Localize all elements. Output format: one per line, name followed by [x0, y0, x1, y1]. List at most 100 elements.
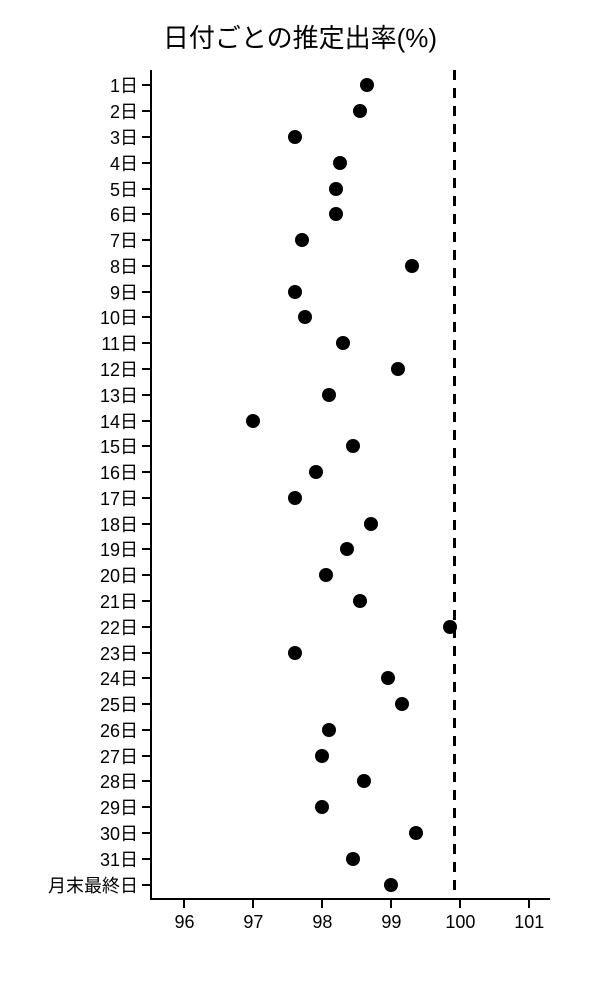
data-point [319, 568, 333, 582]
x-tick [183, 900, 185, 908]
y-tick [142, 265, 150, 267]
y-axis-label: 23日 [100, 640, 138, 666]
y-tick [142, 600, 150, 602]
data-point [288, 285, 302, 299]
data-point [336, 336, 350, 350]
x-axis-label: 96 [174, 912, 194, 933]
chart-container: 日付ごとの推定出率(%) 1日2日3日4日5日6日7日8日9日10日11日12日… [0, 0, 600, 1000]
y-tick [142, 136, 150, 138]
y-axis-label: 19日 [100, 536, 138, 562]
y-tick [142, 110, 150, 112]
y-tick [142, 703, 150, 705]
y-tick [142, 497, 150, 499]
data-point [381, 671, 395, 685]
y-axis [150, 70, 152, 900]
y-axis-label: 24日 [100, 665, 138, 691]
data-point [315, 749, 329, 763]
y-axis-label: 11日 [101, 330, 138, 356]
y-tick [142, 84, 150, 86]
y-tick [142, 832, 150, 834]
x-axis-label: 100 [445, 912, 475, 933]
y-axis-label: 6日 [110, 201, 138, 227]
data-point [395, 697, 409, 711]
x-tick [528, 900, 530, 908]
data-point [409, 826, 423, 840]
y-axis-label: 27日 [100, 743, 138, 769]
y-axis-label: 17日 [100, 485, 138, 511]
y-axis-label: 20日 [100, 562, 138, 588]
y-tick [142, 806, 150, 808]
y-tick [142, 420, 150, 422]
y-axis-label: 31日 [100, 846, 138, 872]
y-axis-label: 13日 [100, 382, 138, 408]
y-tick [142, 291, 150, 293]
data-point [295, 233, 309, 247]
data-point [333, 156, 347, 170]
data-point [353, 594, 367, 608]
y-axis-label: 16日 [100, 459, 138, 485]
x-axis-label: 97 [243, 912, 263, 933]
y-tick [142, 188, 150, 190]
data-point [405, 259, 419, 273]
y-axis-label: 3日 [110, 124, 138, 150]
data-point [329, 182, 343, 196]
data-point [288, 130, 302, 144]
data-point [298, 310, 312, 324]
y-tick [142, 548, 150, 550]
y-tick [142, 368, 150, 370]
y-axis-label: 2日 [110, 98, 138, 124]
y-axis-label: 28日 [100, 768, 138, 794]
y-tick [142, 652, 150, 654]
x-tick [459, 900, 461, 908]
y-axis-label: 14日 [100, 408, 138, 434]
y-axis-label: 4日 [110, 150, 138, 176]
data-point [322, 723, 336, 737]
data-point [329, 207, 343, 221]
y-axis-label: 22日 [100, 614, 138, 640]
chart-title: 日付ごとの推定出率(%) [0, 18, 600, 55]
y-tick [142, 729, 150, 731]
data-point [288, 491, 302, 505]
x-tick [321, 900, 323, 908]
data-point [357, 774, 371, 788]
x-axis-label: 98 [312, 912, 332, 933]
x-axis-label: 99 [381, 912, 401, 933]
y-tick [142, 162, 150, 164]
y-axis-label: 8日 [110, 253, 138, 279]
data-point [246, 414, 260, 428]
y-axis-label: 1日 [110, 72, 138, 98]
y-axis-label: 9日 [110, 279, 138, 305]
x-axis-label: 101 [514, 912, 544, 933]
y-tick [142, 677, 150, 679]
data-point [309, 465, 323, 479]
y-axis-label: 18日 [100, 511, 138, 537]
data-point [364, 517, 378, 531]
y-tick [142, 574, 150, 576]
data-point [443, 620, 457, 634]
y-axis-label: 12日 [100, 356, 138, 382]
y-tick [142, 445, 150, 447]
y-tick [142, 626, 150, 628]
data-point [384, 878, 398, 892]
y-axis-label: 5日 [110, 176, 138, 202]
data-point [346, 439, 360, 453]
y-tick [142, 394, 150, 396]
data-point [391, 362, 405, 376]
data-point [340, 542, 354, 556]
y-axis-label: 30日 [100, 820, 138, 846]
y-axis-label: 10日 [100, 304, 138, 330]
x-tick [390, 900, 392, 908]
data-point [322, 388, 336, 402]
y-axis-label: 7日 [110, 227, 138, 253]
y-tick [142, 523, 150, 525]
y-axis-label: 21日 [100, 588, 138, 614]
y-tick [142, 213, 150, 215]
data-point [353, 104, 367, 118]
y-axis-label: 月末最終日 [48, 872, 138, 898]
y-tick [142, 780, 150, 782]
y-tick [142, 316, 150, 318]
plot-area: 1日2日3日4日5日6日7日8日9日10日11日12日13日14日15日16日1… [150, 70, 550, 900]
data-point [288, 646, 302, 660]
y-tick [142, 884, 150, 886]
y-axis-label: 25日 [100, 691, 138, 717]
